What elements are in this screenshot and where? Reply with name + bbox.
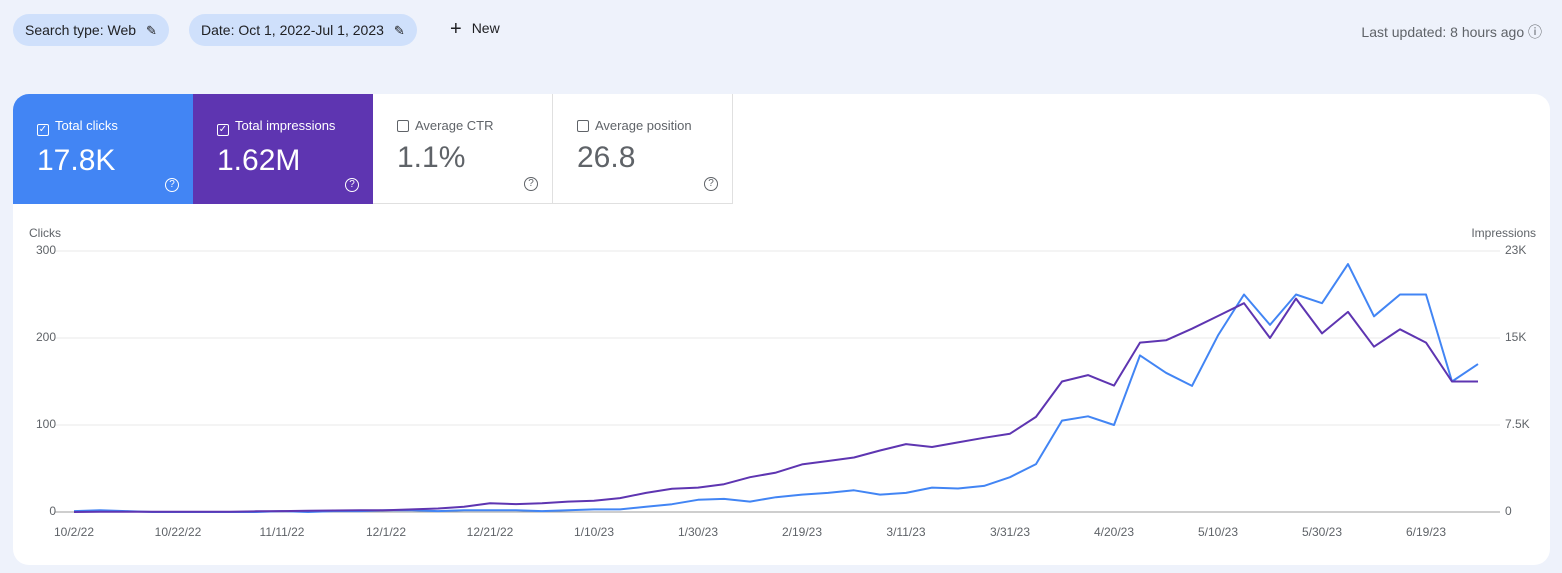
filter-chip[interactable]: Search type: Web ✎ <box>13 14 169 46</box>
x-tick-label: 10/2/22 <box>54 525 94 539</box>
metric-card[interactable]: ✓ Total clicks 17.8K? <box>13 94 193 204</box>
metric-name: Total impressions <box>235 118 336 133</box>
help-icon[interactable]: ? <box>165 178 179 192</box>
metric-name: Average position <box>595 118 692 133</box>
last-updated-text: Last updated: 8 hours ago <box>1361 24 1525 40</box>
metric-value: 1.1% <box>397 141 466 174</box>
x-tick-label: 10/22/22 <box>155 525 202 539</box>
checkbox[interactable]: ✓ <box>37 124 49 136</box>
metric-label: ✓ Total clicks <box>37 118 193 136</box>
metric-card[interactable]: Average CTR 1.1%? <box>373 94 553 204</box>
metric-value: 26.8 <box>577 141 636 174</box>
metric-card[interactable]: Average position 26.8? <box>553 94 733 204</box>
new-text: New <box>471 20 500 36</box>
metric-value: 17.8K <box>37 144 116 177</box>
y2-axis-title: Impressions <box>1471 226 1536 240</box>
chip-text: Search type: Web <box>25 22 137 38</box>
metric-value: 1.62M <box>217 144 301 177</box>
edit-icon: ✎ <box>393 23 405 38</box>
performance-panel: ✓ Total clicks 17.8K? ✓ Total impressions 1.6… <box>13 94 1550 565</box>
y-tick-label: 100 <box>36 417 56 431</box>
y-tick-label: 300 <box>36 243 56 257</box>
metric-name: Average CTR <box>415 118 494 133</box>
metric-label: Average CTR <box>397 118 552 133</box>
x-tick-label: 5/30/23 <box>1302 525 1342 539</box>
series-line <box>73 263 1479 513</box>
chart: Clicks Impressions 0 100 200 300 0 7.5K 15K 23K 10… <box>29 226 1536 539</box>
checkbox[interactable]: ✓ <box>217 124 229 136</box>
x-tick-label: 6/19/23 <box>1406 525 1446 539</box>
edit-icon: ✎ <box>146 23 157 38</box>
y-tick-label: 0 <box>49 504 56 518</box>
x-tick-label: 3/31/23 <box>990 525 1030 539</box>
x-tick-label: 3/11/23 <box>886 525 925 539</box>
y2-tick-label: 7.5K <box>1505 417 1530 431</box>
x-tick-label: 12/1/22 <box>366 525 406 539</box>
metric-label: Average position <box>577 118 732 133</box>
help-icon[interactable]: ? <box>345 178 359 192</box>
x-tick-label: 1/30/23 <box>678 525 718 539</box>
help-icon[interactable]: ? <box>704 177 718 191</box>
new-button[interactable]: + New <box>450 18 500 40</box>
filter-chip[interactable]: Date: Oct 1, 2022-Jul 1, 2023 ✎ <box>189 14 417 46</box>
y-tick-label: 200 <box>36 330 56 344</box>
metric-card[interactable]: ✓ Total impressions 1.62M? <box>193 94 373 204</box>
y2-tick-label: 23K <box>1505 243 1526 257</box>
metric-label: ✓ Total impressions <box>217 118 373 136</box>
x-tick-label: 5/10/23 <box>1198 525 1238 539</box>
x-tick-label: 1/10/23 <box>574 525 614 539</box>
x-tick-label: 12/21/22 <box>467 525 514 539</box>
checkbox[interactable] <box>397 120 409 132</box>
chip-text: Date: Oct 1, 2022-Jul 1, 2023 <box>201 22 384 38</box>
y2-tick-label: 15K <box>1505 330 1526 344</box>
x-tick-label: 4/20/23 <box>1094 525 1134 539</box>
series-line <box>73 297 1478 513</box>
y-axis-title: Clicks <box>29 226 61 240</box>
x-tick-label: 11/11/22 <box>260 525 305 539</box>
y2-tick-label: 0 <box>1505 504 1512 518</box>
x-tick-label: 2/19/23 <box>782 525 822 539</box>
last-updated: Last updated: 8 hours ago ⓘ <box>1361 24 1542 40</box>
help-icon[interactable]: ? <box>524 177 538 191</box>
metric-name: Total clicks <box>55 118 118 133</box>
checkbox[interactable] <box>577 120 589 132</box>
